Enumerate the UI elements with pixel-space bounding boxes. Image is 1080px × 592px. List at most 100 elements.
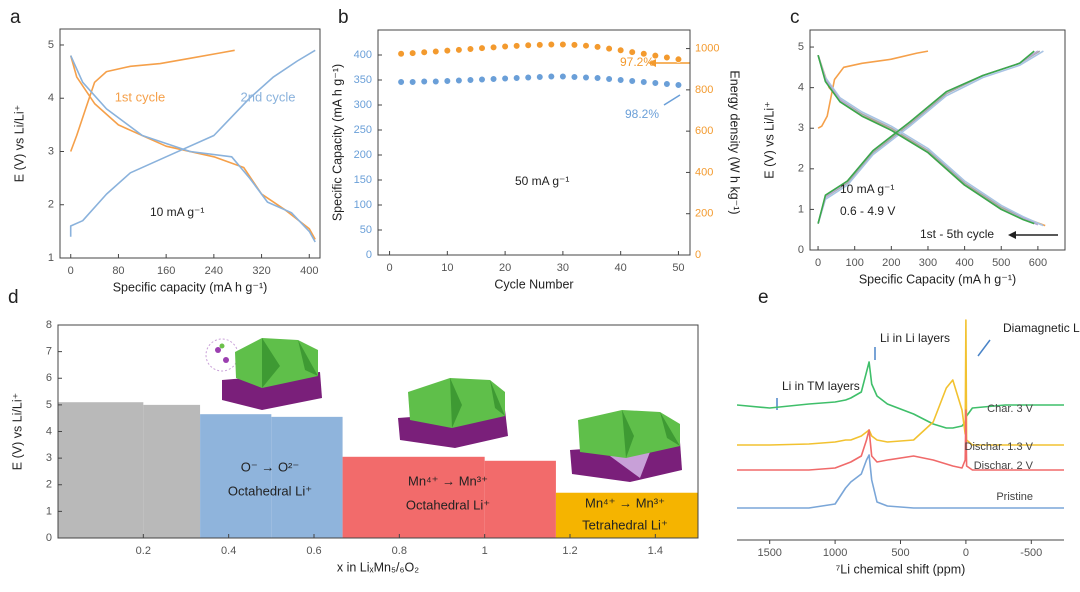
annotation: Diamagnetic Li [1003,321,1080,335]
annotation: 98.2% [625,107,659,121]
arrows [648,59,1058,410]
line [817,50,1046,227]
annotation: Li in TM layers [782,379,860,393]
point [524,73,532,82]
point [617,76,625,84]
y-tick-label: 0 [798,244,804,256]
crystal-2 [398,378,508,448]
line [817,50,1039,226]
crystal-1 [205,338,322,410]
x-tick-label: 30 [557,262,569,274]
point [455,76,463,85]
x-tick-label: 40 [615,262,627,274]
arrow [977,339,991,357]
x-axis-label: Specific capacity (mA h g⁻¹) [113,280,268,294]
x-tick-label: 1 [482,545,488,557]
point [432,77,440,86]
annotation: Octahedral Li⁺ [406,497,490,512]
point [536,73,544,81]
x-tick-label: 50 [672,262,684,274]
point [663,80,671,88]
y-tick-label: 3 [48,145,54,157]
point [651,51,659,60]
series-label: Dischar. 1.3 V [965,441,1034,453]
point [605,75,613,83]
line [737,319,1064,446]
y-tick-label: 300 [354,99,372,111]
y-tick-label: 1 [48,252,54,264]
point [409,49,417,57]
line [69,49,316,243]
point [559,72,567,81]
point [628,77,636,85]
y-tick-label: 3 [46,452,52,464]
series-label: Pristine [996,491,1033,503]
y-tick-label: 50 [360,224,372,236]
point [443,77,451,85]
crystal-3 [570,410,682,482]
point [455,46,463,54]
point [593,74,602,82]
bar [143,404,201,538]
x-tick-label: 0 [815,257,821,269]
point [640,50,648,58]
point [605,44,613,53]
plot-frame [377,29,691,256]
y-tick-label: 1 [46,505,52,517]
point [547,40,555,49]
line [69,49,316,240]
annotation: Mn⁴⁺ → Mn³⁺ [408,473,488,488]
point [397,78,405,86]
x-tick-label: 400 [300,265,318,277]
y-tick-label: 0 [46,532,52,544]
annotation: 10 mA g⁻¹ [150,205,204,219]
bar [555,492,698,538]
y2-tick-label: 600 [695,125,713,137]
plot-frame [59,28,321,259]
point [466,76,475,84]
x-tick-label: 0 [68,265,74,277]
point [478,75,486,84]
point [628,48,636,56]
x-tick-label: 0.8 [392,545,407,557]
panel: e 1500 1000 500 0 -500 ⁷Li chemical shift (ppm… [737,287,1080,576]
point [559,40,567,49]
point [443,47,451,55]
plot-frame [809,29,1066,251]
y-tick-label: 2 [48,199,54,211]
line [737,361,1064,429]
panel-label: d [8,287,19,308]
x-tick-label: 100 [846,257,864,269]
point [501,74,509,83]
x-tick-label: 600 [1029,257,1047,269]
y-tick-label: 350 [354,74,372,86]
panel: c 0 100 200 300 400 500 600 0 1 2 3 4 5 Specific Capac… [762,7,1066,286]
y-tick-label: 5 [48,39,54,51]
y-tick-label: 150 [354,174,372,186]
bar [484,460,556,538]
point [420,48,428,56]
x-tick-label: 160 [157,265,175,277]
bar [58,402,144,538]
annotation: 50 mA g⁻¹ [515,174,569,188]
point [570,41,579,49]
y-tick-label: 200 [354,149,372,161]
panel: d 0.2 0.4 0.6 0.8 1 1.2 1.4 0 1 2 3 4 5 6 7 8 x in LiₓMn₅… [8,287,699,574]
x-tick-label: 0.6 [306,545,321,557]
line [817,50,1035,225]
arrow-head [648,59,656,67]
x-tick-label: 1.4 [648,545,663,557]
point [663,53,671,62]
x-tick-label: 0.4 [221,545,236,557]
x-tick-label: 1.2 [562,545,577,557]
series-label: Dischar. 2 V [974,460,1034,472]
line [817,50,1042,226]
point [524,41,532,49]
x-tick-label: 200 [882,257,900,269]
arrow [663,94,681,106]
plot-area [817,50,1046,227]
x-tick-label: 1500 [757,547,781,559]
point [582,73,590,82]
bar [342,456,485,538]
